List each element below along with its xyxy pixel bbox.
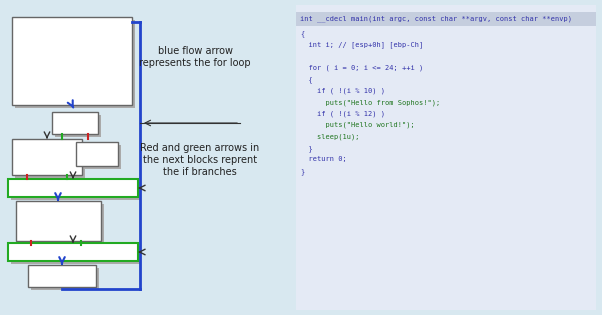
Bar (8, 179, 138, 197)
Text: Red and green arrows in
the next blocks reprent
the if branches: Red and green arrows in the next blocks … (140, 143, 259, 177)
Bar (296, 12, 596, 26)
Text: sleep(1u);: sleep(1u); (300, 134, 359, 140)
Bar (12, 17, 132, 105)
Bar (16, 201, 101, 241)
Bar (296, 5, 596, 310)
Text: }: } (300, 168, 304, 175)
Text: return 0;: return 0; (300, 157, 347, 163)
Text: if ( !(i % 10) ): if ( !(i % 10) ) (300, 88, 385, 94)
Bar (55, 115, 101, 137)
Bar (15, 20, 135, 108)
Bar (15, 142, 85, 178)
Bar (79, 145, 121, 169)
Text: puts("Hello from Sophos!");: puts("Hello from Sophos!"); (300, 99, 440, 106)
Text: {: { (300, 76, 313, 83)
Bar (12, 139, 82, 175)
Bar (28, 265, 96, 287)
Text: int i; // [esp+0h] [ebp-Ch]: int i; // [esp+0h] [ebp-Ch] (300, 42, 423, 48)
Bar (76, 142, 118, 166)
Text: }: } (300, 145, 313, 152)
Text: int __cdecl main(int argc, const char **argv, const char **envp): int __cdecl main(int argc, const char **… (300, 16, 572, 22)
Bar (11, 182, 141, 200)
Bar (52, 112, 98, 134)
Bar (31, 268, 99, 290)
Bar (8, 243, 138, 261)
Bar (11, 246, 141, 264)
Text: for ( i = 0; i <= 24; ++i ): for ( i = 0; i <= 24; ++i ) (300, 65, 423, 71)
Text: if ( !(i % 12) ): if ( !(i % 12) ) (300, 111, 385, 117)
Bar (19, 204, 104, 244)
Text: puts("Hello world!");: puts("Hello world!"); (300, 122, 415, 129)
Text: blue flow arrow
represents the for loop: blue flow arrow represents the for loop (139, 46, 251, 68)
Text: {: { (300, 30, 304, 37)
